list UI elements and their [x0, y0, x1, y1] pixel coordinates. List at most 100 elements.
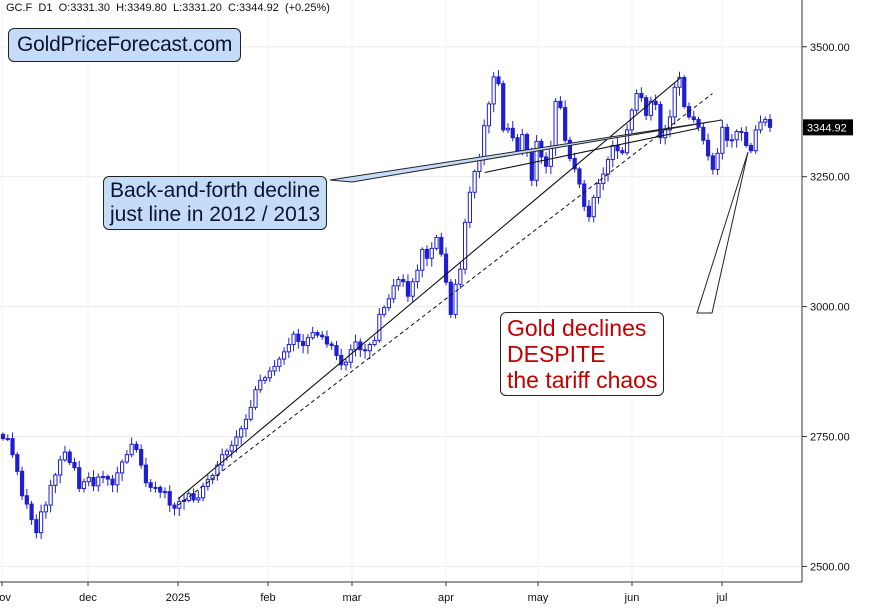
candle — [67, 449, 72, 466]
candle — [410, 278, 415, 303]
brand-logo: GoldPriceForecast.com — [8, 28, 242, 62]
candle — [396, 276, 401, 291]
candle — [624, 124, 630, 156]
candle — [334, 340, 339, 361]
x-tick-label: 2025 — [166, 592, 190, 604]
trendlines — [177, 77, 713, 506]
callout-tariff-line-3: the tariff chaos — [507, 367, 658, 393]
candle — [610, 140, 615, 168]
candle — [305, 334, 310, 354]
candle — [115, 466, 120, 493]
candle — [167, 485, 172, 512]
candle — [510, 121, 515, 142]
candle — [267, 366, 272, 382]
candle — [734, 129, 739, 148]
candle — [453, 279, 458, 319]
candle — [181, 493, 187, 510]
candle — [415, 264, 420, 289]
candle — [405, 274, 411, 302]
candle — [186, 490, 191, 503]
candle — [296, 328, 301, 349]
candle — [143, 457, 149, 487]
x-tick-label: may — [528, 592, 549, 604]
trendline-dashed — [177, 93, 713, 506]
candle — [91, 470, 96, 492]
y-tick-label: 2500.00 — [810, 561, 850, 573]
candle — [677, 71, 682, 96]
candle — [615, 138, 620, 160]
callout-tariff-line-2: DESPITE — [507, 341, 606, 367]
candle — [391, 279, 396, 303]
candle — [24, 488, 29, 509]
candle — [281, 347, 287, 365]
candle — [463, 218, 468, 275]
grid — [0, 0, 802, 582]
candle — [701, 122, 706, 145]
price-axis: 3500.00 3250.00 3000.00 2750.00 2500.00 — [801, 0, 850, 582]
candle — [100, 470, 106, 484]
candle — [744, 126, 749, 148]
candle — [758, 115, 763, 134]
candle — [29, 500, 34, 525]
candle — [134, 441, 139, 453]
candle — [220, 448, 225, 471]
candle — [725, 123, 730, 148]
candle — [291, 331, 296, 352]
candle — [534, 135, 539, 187]
candle — [58, 455, 63, 484]
x-tick-label: feb — [260, 592, 275, 604]
candle — [34, 514, 39, 539]
candle — [139, 444, 144, 469]
trendline-solid — [177, 77, 681, 500]
candle — [0, 432, 6, 441]
last-price-marker: 3344.92 — [803, 119, 853, 136]
candle — [229, 440, 234, 458]
candle — [424, 245, 430, 267]
candle — [667, 109, 673, 138]
candle — [53, 472, 58, 494]
candle — [648, 96, 654, 121]
candle — [505, 123, 511, 134]
candle — [243, 414, 249, 438]
candle — [253, 386, 258, 410]
candles — [0, 70, 773, 539]
candle — [539, 138, 544, 164]
candle — [577, 166, 582, 189]
candle — [486, 101, 492, 134]
candle — [605, 156, 611, 182]
candle — [81, 478, 87, 493]
candle — [96, 473, 101, 492]
candle — [301, 334, 306, 354]
candle — [277, 356, 282, 372]
candle — [729, 134, 734, 148]
candle — [367, 342, 372, 360]
time-axis: nov dec 2025 feb mar apr may jun jul — [0, 581, 802, 604]
candle — [353, 334, 358, 357]
callout-tariff: Gold declines DESPITE the tariff chaos — [500, 312, 665, 396]
candle — [286, 337, 291, 359]
candle — [5, 434, 10, 442]
candle — [710, 152, 715, 175]
candle — [15, 452, 20, 475]
candle — [162, 487, 168, 499]
low-label: L:3331.20 — [172, 2, 222, 14]
candle — [239, 425, 244, 445]
interval-label: D1 — [38, 2, 53, 14]
candle — [77, 460, 82, 493]
candle — [682, 75, 687, 109]
candle — [62, 445, 68, 462]
candle — [172, 502, 177, 516]
x-tick-label: mar — [343, 592, 362, 604]
y-tick-label: 3250.00 — [810, 172, 850, 184]
candle — [362, 344, 368, 359]
candle — [672, 83, 677, 125]
open-label: O:3331.30 — [58, 2, 110, 14]
ohlc-header: GC.F D1 O:3331.30 H:3349.80 L:3331.20 C:… — [6, 2, 330, 14]
candle — [86, 472, 91, 487]
candle — [763, 116, 768, 127]
change-label: (+0.25%) — [284, 2, 330, 14]
candle — [596, 178, 601, 204]
candle — [739, 127, 744, 141]
candle — [196, 490, 201, 504]
